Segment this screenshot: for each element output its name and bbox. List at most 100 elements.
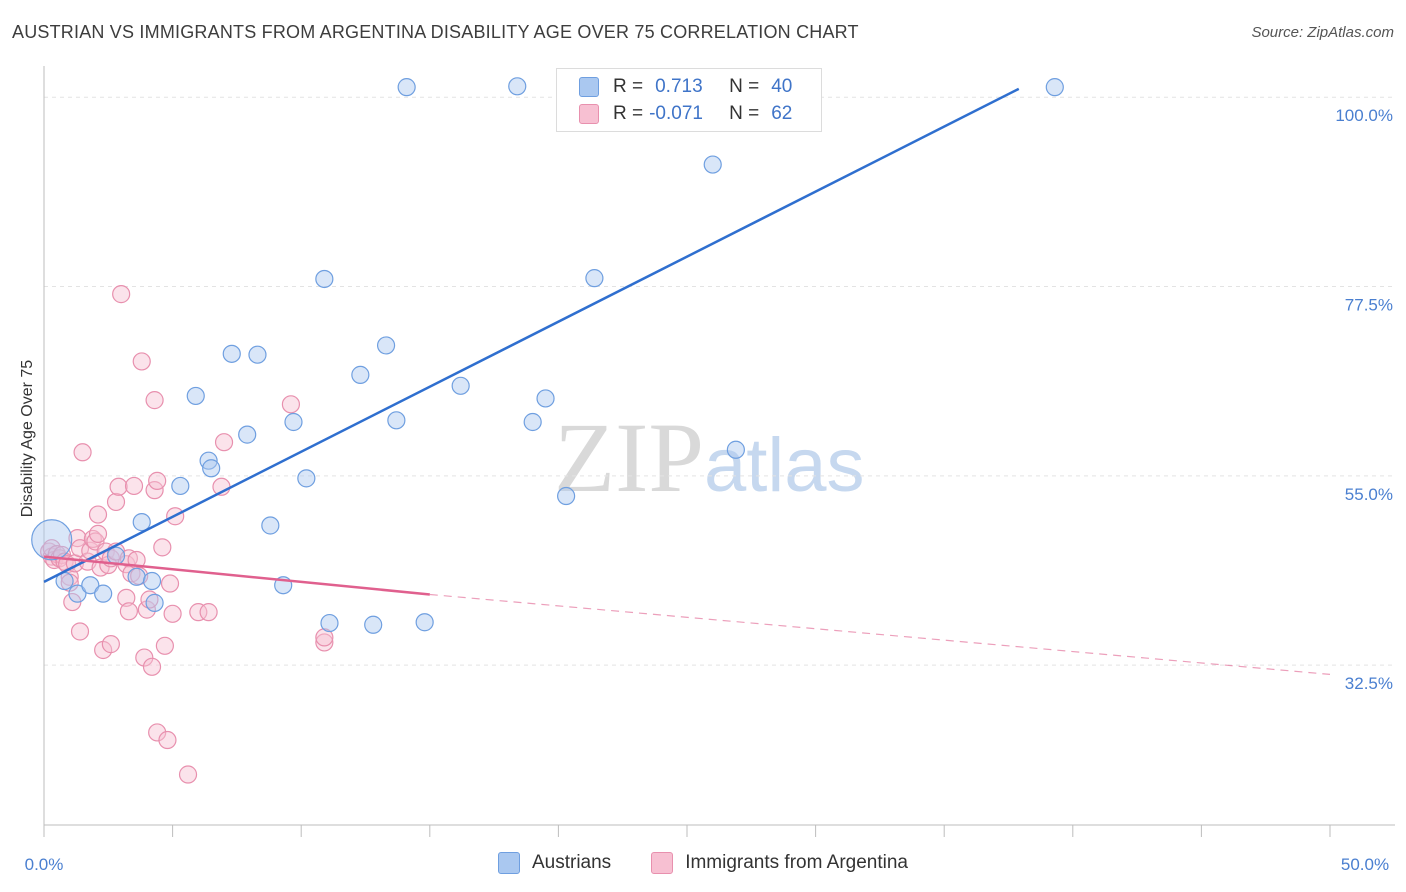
argentina-point <box>148 723 167 742</box>
austrian-point <box>415 613 434 632</box>
austrian-point <box>297 469 316 488</box>
argentina-point <box>160 574 180 593</box>
series-legend: Austrians Immigrants from Argentina <box>0 852 1406 874</box>
argentina-point <box>70 622 90 641</box>
austrian-point <box>222 344 241 363</box>
chart-title: AUSTRIAN VS IMMIGRANTS FROM ARGENTINA DI… <box>12 22 859 42</box>
legend-r-label: R = <box>613 103 644 124</box>
austrian-point <box>387 411 406 430</box>
argentina-point <box>158 730 177 750</box>
austrian-point <box>248 345 267 364</box>
legend-swatch-pink <box>579 104 599 124</box>
argentina-point <box>88 505 108 524</box>
austrian-point <box>171 476 190 496</box>
argentina-point <box>214 433 234 452</box>
legend-item-austrians[interactable]: Austrians <box>497 852 612 874</box>
y-tick-label: 77.5% <box>1345 296 1393 315</box>
austrian-point <box>523 412 542 432</box>
austrian-point <box>351 365 370 384</box>
legend-r-value: 0.713 <box>655 76 703 97</box>
austrian-point <box>726 440 745 459</box>
austrian-point <box>81 576 100 595</box>
austrian-point <box>238 425 257 444</box>
legend-n-label: N = <box>729 103 760 124</box>
argentina-point <box>83 529 102 549</box>
austrian-trend-line <box>43 87 1020 583</box>
argentina-point <box>189 603 208 622</box>
austrian-point <box>1045 78 1064 97</box>
argentina-point <box>315 633 334 652</box>
x-tick-label: 50.0% <box>1341 855 1389 874</box>
argentina-point <box>315 628 334 647</box>
argentina-point <box>73 443 92 462</box>
y-axis-title: Disability Age Over 75 <box>19 360 36 518</box>
argentina-point <box>135 648 154 667</box>
legend-n-value: 62 <box>771 103 793 124</box>
argentina-point <box>117 588 136 607</box>
source-label: Source: ZipAtlas.com <box>1251 24 1394 41</box>
legend-label-austrians: Austrians <box>531 852 612 873</box>
argentina-point <box>140 590 159 609</box>
legend-n-label: N = <box>729 76 760 97</box>
argentina-point <box>281 395 301 414</box>
y-tick-label: 32.5% <box>1345 674 1393 693</box>
argentina-point <box>109 477 128 496</box>
austrian-point <box>31 519 73 561</box>
austrian-point <box>186 386 205 406</box>
y-tick-label: 55.0% <box>1345 485 1393 504</box>
legend-n-value: 40 <box>771 76 793 97</box>
argentina-point <box>148 471 167 490</box>
argentina-point <box>88 524 108 543</box>
argentina-point <box>106 492 126 512</box>
austrian-point <box>142 571 162 591</box>
austrian-point <box>127 567 146 586</box>
austrian-point <box>132 513 151 532</box>
austrian-point <box>94 584 113 603</box>
austrian-point <box>315 269 334 289</box>
austrian-point <box>451 376 470 395</box>
austrian-point <box>508 77 527 96</box>
legend-swatch-argentina <box>651 852 674 874</box>
legend-r-value: -0.071 <box>649 103 703 124</box>
legend-r-label: R = <box>613 76 644 97</box>
austrian-point <box>145 593 164 612</box>
correlation-legend: R = 0.713 N = 40 R = -0.071 N = 62 <box>556 68 822 132</box>
austrian-point <box>320 613 339 633</box>
argentina-point <box>119 602 138 621</box>
watermark: ZIPatlas <box>554 400 865 515</box>
austrian-point <box>202 459 221 478</box>
argentina-point <box>178 765 198 784</box>
austrian-point <box>364 615 383 634</box>
argentina-point <box>101 635 120 654</box>
legend-row-austrians: R = 0.713 N = 40 <box>579 73 792 101</box>
austrian-point <box>376 336 396 355</box>
austrian-point <box>397 78 416 97</box>
argentina-point <box>132 352 151 371</box>
legend-row-argentina: R = -0.071 N = 62 <box>579 100 792 128</box>
legend-swatch-blue <box>579 77 599 97</box>
argentina-point <box>155 636 174 655</box>
legend-swatch-austrians <box>497 852 520 874</box>
argentina-point <box>124 476 144 496</box>
legend-label-argentina: Immigrants from Argentina <box>685 852 908 873</box>
argentina-trend-extension <box>429 593 1331 675</box>
argentina-point <box>145 391 164 410</box>
argentina-point <box>153 538 172 557</box>
argentina-point <box>199 603 218 622</box>
watermark-zip: ZIP <box>554 402 704 513</box>
argentina-trend-line <box>43 555 430 596</box>
x-tick-label: 0.0% <box>25 855 64 874</box>
argentina-point <box>142 657 162 676</box>
legend-item-argentina[interactable]: Immigrants from Argentina <box>651 852 908 874</box>
y-tick-label: 100.0% <box>1335 106 1393 125</box>
austrian-point <box>261 516 280 535</box>
argentina-point <box>112 285 131 304</box>
austrian-point <box>585 269 604 288</box>
austrian-point <box>557 486 576 506</box>
austrian-point <box>703 155 722 174</box>
austrian-point <box>536 389 555 408</box>
austrian-point <box>68 584 87 603</box>
watermark-atlas: atlas <box>704 423 865 508</box>
austrian-point <box>284 412 303 432</box>
